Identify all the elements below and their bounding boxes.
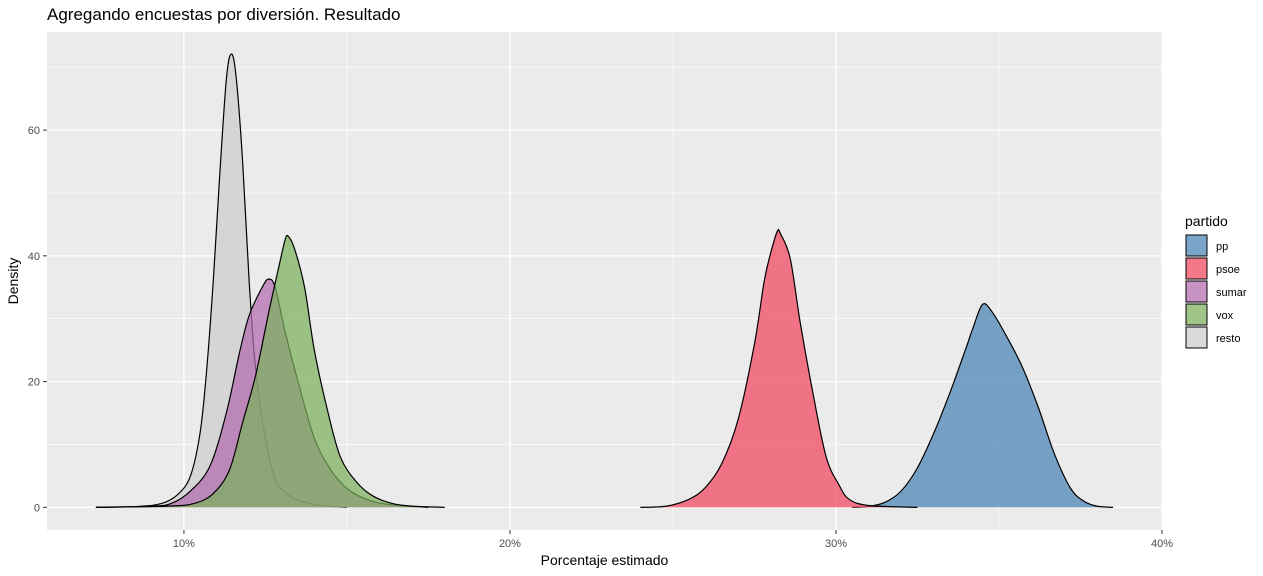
density-area-psoe bbox=[640, 229, 918, 508]
legend-label-resto: resto bbox=[1216, 333, 1240, 345]
legend-label-psoe: psoe bbox=[1216, 264, 1240, 276]
y-tick-label: 20 bbox=[28, 377, 40, 389]
legend-label-sumar: sumar bbox=[1216, 287, 1247, 299]
legend-swatch-psoe bbox=[1185, 257, 1208, 280]
density-outline-vox bbox=[95, 234, 445, 508]
density-outline-pp bbox=[852, 303, 1114, 508]
y-tick-label: 60 bbox=[28, 125, 40, 137]
density-area-vox bbox=[95, 235, 445, 508]
legend-title: partido bbox=[1185, 213, 1228, 229]
legend-swatch-resto bbox=[1185, 326, 1208, 349]
x-tick-label: 30% bbox=[825, 538, 847, 550]
legend-swatch-vox bbox=[1185, 303, 1208, 326]
major-gridlines bbox=[47, 32, 1163, 530]
x-tick-label: 40% bbox=[1151, 538, 1173, 550]
x-axis-ticks: 10% 20% 30% 40% bbox=[173, 530, 1173, 550]
y-tick-label: 0 bbox=[34, 502, 40, 514]
x-axis-title: Porcentaje estimado bbox=[541, 552, 669, 568]
y-tick-label: 40 bbox=[28, 251, 40, 263]
legend-swatch-sumar bbox=[1185, 280, 1208, 303]
x-tick-label: 10% bbox=[173, 538, 195, 550]
density-outline-psoe bbox=[640, 228, 918, 508]
density-area-resto bbox=[95, 53, 347, 508]
legend-swatch-pp bbox=[1185, 234, 1208, 257]
density-area-pp bbox=[852, 303, 1114, 508]
legend: pp psoe sumar vox resto bbox=[1185, 234, 1247, 349]
chart-title: Agregando encuestas por diversión. Resul… bbox=[47, 5, 400, 24]
y-axis-title: Density bbox=[5, 258, 21, 305]
y-axis-ticks: 0 20 40 60 bbox=[28, 125, 47, 514]
legend-label-vox: vox bbox=[1216, 310, 1234, 322]
x-tick-label: 20% bbox=[499, 538, 521, 550]
legend-label-pp: pp bbox=[1216, 241, 1228, 253]
density-areas bbox=[95, 53, 1114, 508]
